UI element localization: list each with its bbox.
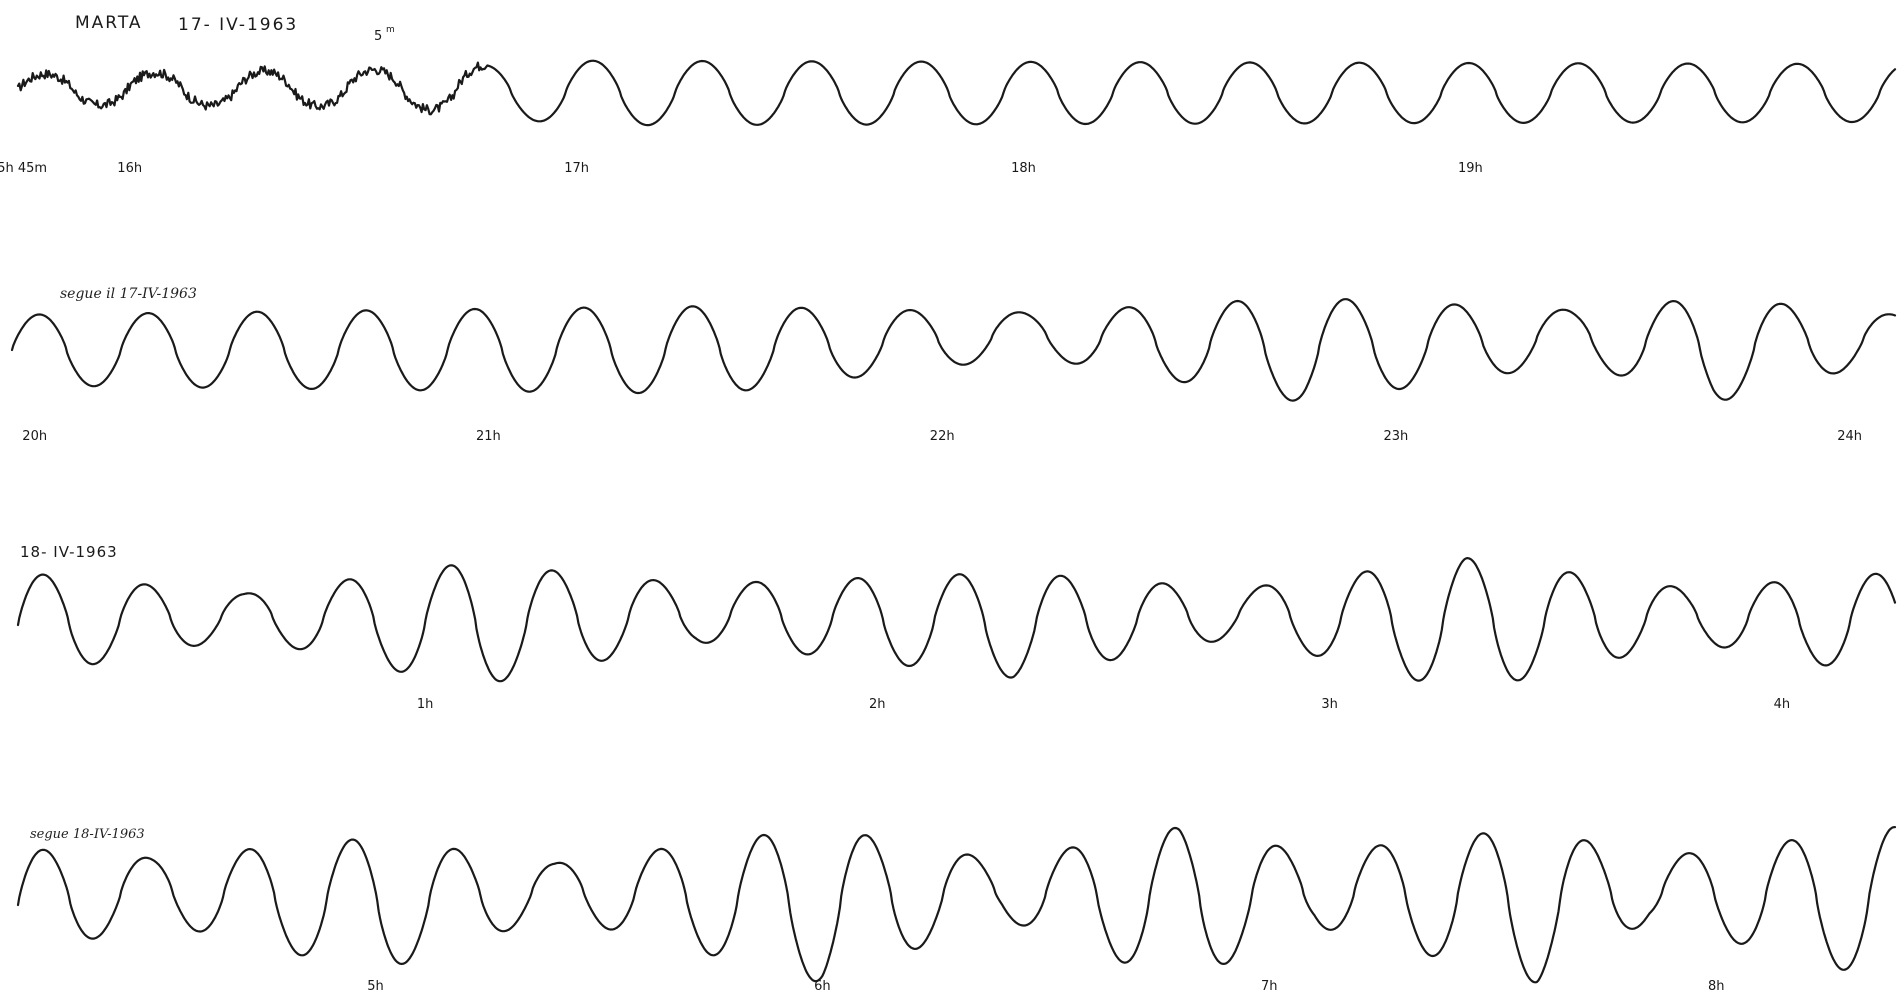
tick-label-row-1: 17h bbox=[564, 161, 589, 176]
tick-label-row-1: 16h bbox=[117, 161, 142, 176]
record-interval-unit: m bbox=[386, 25, 395, 35]
tick-label-row-2: 22h bbox=[930, 429, 955, 444]
tick-label-row-3: 4h bbox=[1774, 697, 1791, 712]
trace-row-4 bbox=[16, 826, 1897, 984]
tick-label-row-4: 6h bbox=[814, 979, 831, 994]
tick-label-row-3: 3h bbox=[1321, 697, 1338, 712]
time-tick-labels: 15h 45m 16h 17h 18h 19h 20h 21h 22h 23h 24h 1h 2h 3h… bbox=[0, 161, 1862, 994]
tick-label-row-1: 15h 45m bbox=[0, 161, 47, 176]
record-name: MARTA bbox=[75, 13, 143, 33]
tick-label-row-2: 24h bbox=[1837, 429, 1862, 444]
tick-label-row-4: 8h bbox=[1708, 979, 1725, 994]
tick-label-row-1: 19h bbox=[1458, 161, 1483, 176]
tick-label-row-3: 2h bbox=[869, 697, 886, 712]
tick-label-row-4: 5h bbox=[367, 979, 384, 994]
traces bbox=[10, 59, 1897, 984]
tick-label-row-2: 21h bbox=[476, 429, 501, 444]
trace-row-2 bbox=[10, 298, 1897, 402]
trace-row-1 bbox=[16, 59, 1897, 127]
record-date: 17- IV-1963 bbox=[178, 15, 298, 35]
row-3-label: 18- IV-1963 bbox=[20, 543, 118, 561]
record-interval: 5 bbox=[374, 29, 382, 44]
tick-label-row-2: 23h bbox=[1384, 429, 1409, 444]
tick-label-row-3: 1h bbox=[417, 697, 434, 712]
row-2-label: segue il 17-IV-1963 bbox=[60, 286, 197, 302]
record-header: MARTA 17- IV-1963 5 m bbox=[75, 13, 395, 44]
tick-label-row-2: 20h bbox=[22, 429, 47, 444]
tick-label-row-1: 18h bbox=[1011, 161, 1036, 176]
row-4-label: segue 18-IV-1963 bbox=[30, 827, 145, 842]
trace-row-3 bbox=[16, 557, 1897, 683]
tick-label-row-4: 7h bbox=[1261, 979, 1278, 994]
